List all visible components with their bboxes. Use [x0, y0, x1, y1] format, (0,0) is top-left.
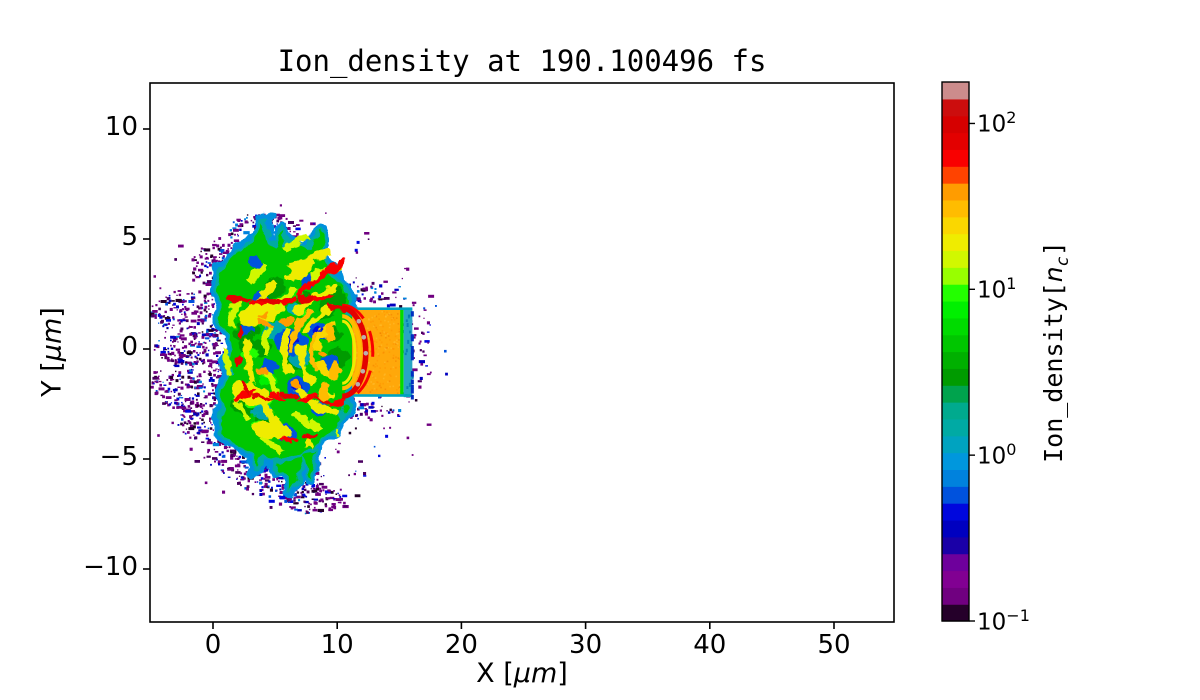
x-axis-unit: μm [513, 658, 558, 689]
y-axis-unit: μm [36, 317, 68, 362]
colorbar-tick-label: 100 [977, 440, 1017, 470]
colorbar-tick-label: 102 [977, 108, 1017, 139]
x-tick-label: 30 [569, 630, 603, 660]
plot-content [150, 204, 448, 515]
shock-front [341, 303, 375, 401]
y-axis-label: Y [μm] [36, 307, 68, 397]
shock-front-dot [360, 369, 366, 374]
colorbar [941, 81, 975, 622]
colorbar-tick-label: 10−1 [977, 606, 1030, 636]
y-tick-label: −10 [83, 552, 138, 582]
shock-front-dot [363, 351, 369, 356]
plot-title-text: Ion_density at 190.100496 fs [277, 44, 767, 78]
red-filaments [227, 257, 348, 444]
y-tick-label: 10 [104, 112, 138, 142]
axes-frame [143, 82, 895, 629]
shock-front-dot [355, 382, 361, 387]
x-tick-label: 0 [204, 630, 222, 660]
colorbar-label: Ion_density[nc] [1039, 241, 1073, 463]
x-tick-label: 50 [817, 630, 851, 660]
x-tick-label: 40 [693, 630, 727, 660]
x-tick-label: 10 [320, 630, 354, 660]
shock-front-dot [361, 335, 367, 340]
y-tick-label: 0 [121, 332, 138, 362]
x-tick-label: 20 [444, 630, 478, 660]
y-tick-label: 5 [121, 222, 138, 252]
colorbar-tick-label: 101 [977, 274, 1017, 304]
y-tick-label: −5 [99, 442, 138, 472]
x-axis-label: X [μm] [476, 658, 568, 689]
shock-front-dot [356, 319, 362, 324]
plot-title: Ion_density at 190.100496 fs [150, 44, 894, 78]
